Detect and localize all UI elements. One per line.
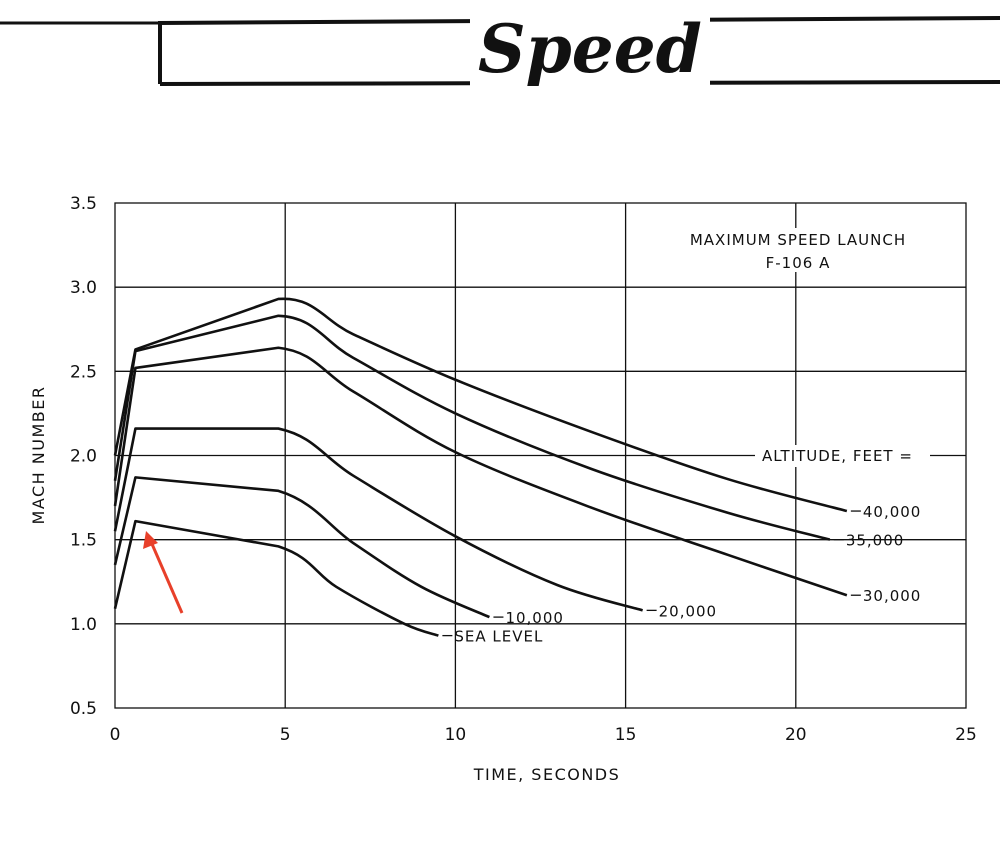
annotation-arrow (143, 531, 184, 614)
header-banner: Speed (0, 8, 1000, 88)
y-tick-label: 1.0 (70, 615, 97, 635)
series-label-20-000: 20,000 (659, 602, 718, 620)
series-line-20-000 (113, 427, 643, 612)
y-tick-label: 2.5 (70, 362, 97, 382)
y-tick-label: 2.0 (70, 447, 97, 467)
series-line-10-000 (113, 476, 490, 619)
series-line-40-000 (113, 297, 848, 513)
y-tick-label: 1.5 (70, 531, 97, 551)
y-axis-label: MACH NUMBER (29, 386, 48, 525)
y-tick-label: 0.5 (70, 699, 97, 719)
series-label-40-000: 40,000 (863, 503, 922, 521)
x-tick-label: 10 (445, 725, 467, 745)
x-tick-label: 15 (615, 725, 637, 745)
x-axis-label: TIME, SECONDS (473, 765, 621, 784)
page-title: Speed (478, 10, 702, 88)
x-tick-label: 0 (110, 725, 121, 745)
series-line-sea-level (113, 519, 439, 637)
x-tick-label: 25 (955, 725, 977, 745)
plot-curves (113, 297, 848, 637)
series-label-35-000: 35,000 (846, 532, 905, 550)
series-line-30-000 (113, 346, 848, 597)
chart-subtitle: F-106 A (766, 254, 831, 272)
series-line-35-000 (113, 314, 831, 541)
y-tick-label: 3.0 (70, 278, 97, 298)
plot-grid: 0 5 10 15 20 25 0.5 1.0 1.5 2.0 2.5 3.0 3.5 (70, 194, 977, 745)
y-tick-label: 3.5 (70, 194, 97, 214)
legend-title: ALTITUDE, FEET = (762, 447, 913, 465)
x-tick-label: 20 (785, 725, 807, 745)
series-label-sea-level: SEA LEVEL (454, 628, 543, 646)
chart-title: MAXIMUM SPEED LAUNCH (690, 231, 906, 249)
x-tick-label: 5 (280, 725, 291, 745)
series-label-10-000: 10,000 (505, 609, 564, 627)
series-label-30-000: 30,000 (863, 587, 922, 605)
